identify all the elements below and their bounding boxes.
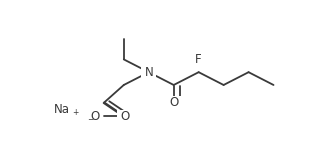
Bar xyxy=(141,66,156,79)
Text: F: F xyxy=(195,53,202,66)
Text: N: N xyxy=(144,66,153,79)
Bar xyxy=(117,110,132,123)
Text: −: − xyxy=(87,115,94,124)
Text: Na: Na xyxy=(54,103,70,116)
Text: O: O xyxy=(120,110,129,123)
Text: O: O xyxy=(170,96,179,109)
Text: +: + xyxy=(72,108,79,117)
Bar xyxy=(191,53,206,66)
Bar xyxy=(167,96,182,109)
Bar xyxy=(88,110,103,123)
Text: O: O xyxy=(90,110,100,123)
Bar xyxy=(54,103,70,116)
